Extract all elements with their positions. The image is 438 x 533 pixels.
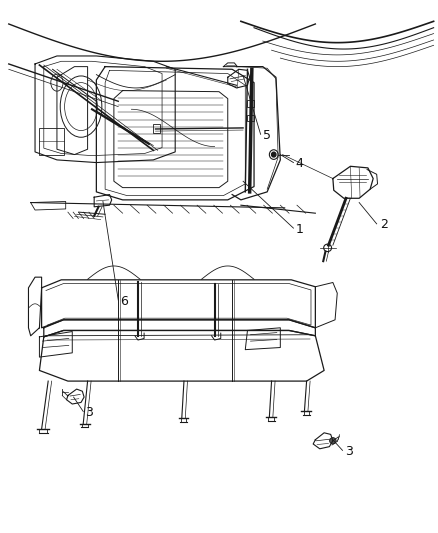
Bar (39, 128, 64, 155)
Text: 6: 6 (120, 295, 128, 308)
Ellipse shape (272, 152, 276, 157)
Text: 4: 4 (296, 157, 304, 170)
Text: 3: 3 (85, 406, 93, 419)
Bar (247, 100, 254, 107)
Text: 2: 2 (380, 219, 388, 231)
Ellipse shape (329, 438, 336, 444)
Bar (247, 115, 254, 121)
Text: 3: 3 (345, 445, 353, 458)
Bar (153, 124, 160, 133)
Text: 5: 5 (263, 129, 271, 142)
Text: 1: 1 (296, 223, 304, 236)
